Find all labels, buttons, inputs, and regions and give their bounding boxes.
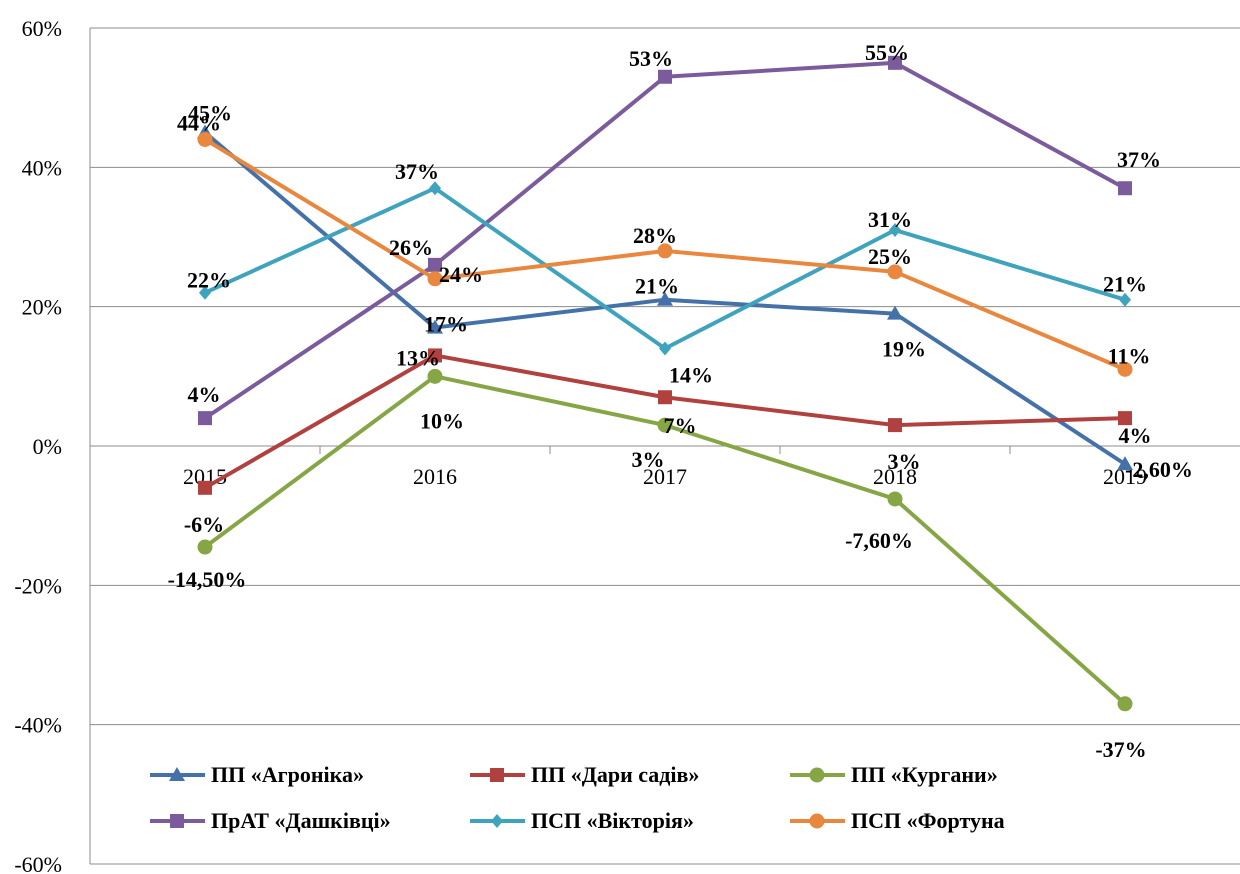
x-tick-label: 2017 bbox=[643, 464, 687, 489]
y-tick-label: 0% bbox=[33, 434, 62, 459]
data-label: 14% bbox=[669, 362, 713, 387]
data-point bbox=[889, 223, 901, 238]
legend-label: ПСП «Фортуна bbox=[851, 808, 1005, 833]
data-label: -6% bbox=[184, 512, 224, 537]
data-label: 44% bbox=[177, 110, 221, 135]
legend-label: ПрАТ «Дашківці» bbox=[211, 808, 391, 833]
data-label: -14,50% bbox=[168, 567, 247, 592]
data-point bbox=[887, 491, 903, 507]
legend-label: ПП «Дари садів» bbox=[531, 762, 699, 787]
data-point bbox=[199, 285, 211, 300]
data-label: 25% bbox=[868, 244, 912, 269]
data-label: 28% bbox=[633, 223, 677, 248]
data-label: 31% bbox=[868, 207, 912, 232]
legend-label: ПСП «Вікторія» bbox=[531, 808, 694, 833]
y-tick-label: -40% bbox=[14, 713, 62, 738]
data-label: 3% bbox=[888, 449, 921, 474]
data-label: 22% bbox=[187, 268, 231, 293]
data-point bbox=[198, 411, 212, 426]
legend-swatch-marker bbox=[169, 767, 185, 781]
data-point bbox=[198, 480, 212, 495]
data-label: 21% bbox=[1103, 272, 1147, 297]
data-point bbox=[658, 69, 672, 84]
data-label: 10% bbox=[420, 408, 464, 433]
data-labels: 45% 17% 21% 19% -2,60% -6% 13% 7% 3% 4% -14,50% 10%… bbox=[168, 40, 1193, 762]
data-point bbox=[1117, 361, 1133, 377]
data-point bbox=[427, 271, 443, 287]
data-point bbox=[888, 55, 902, 70]
legend-swatch-marker bbox=[490, 768, 504, 782]
x-tick-label: 2016 bbox=[413, 464, 457, 489]
data-point bbox=[197, 131, 213, 147]
data-label: 37% bbox=[395, 159, 439, 184]
data-point bbox=[657, 417, 673, 433]
data-point bbox=[658, 390, 672, 405]
data-point bbox=[197, 539, 213, 555]
data-point bbox=[427, 368, 443, 384]
data-label: 4% bbox=[1119, 423, 1152, 448]
legend: ПП «Агроніка» ПП «Дари садів» ПП «Кургани»… bbox=[150, 762, 1005, 833]
data-point bbox=[1118, 411, 1132, 426]
data-label: -37% bbox=[1095, 737, 1146, 762]
data-label: 45% bbox=[188, 101, 232, 126]
data-point bbox=[887, 305, 903, 320]
data-point bbox=[428, 257, 442, 272]
legend-label: ПП «Кургани» bbox=[851, 762, 998, 787]
data-label: 55% bbox=[865, 40, 909, 65]
data-point bbox=[888, 418, 902, 433]
data-point bbox=[428, 348, 442, 363]
data-point bbox=[1118, 181, 1132, 196]
series-markers bbox=[197, 55, 1133, 712]
data-point bbox=[659, 341, 671, 356]
legend-swatch-marker bbox=[170, 814, 184, 828]
series-lines bbox=[203, 60, 1127, 706]
data-label: 21% bbox=[635, 274, 679, 299]
data-point bbox=[887, 264, 903, 280]
legend-swatch-marker bbox=[809, 813, 825, 829]
y-tick-label: 20% bbox=[22, 295, 62, 320]
y-tick-label: -20% bbox=[14, 573, 62, 598]
data-point bbox=[1117, 456, 1133, 471]
data-label: -7,60% bbox=[845, 528, 913, 553]
data-point bbox=[1119, 292, 1131, 307]
data-label: 17% bbox=[424, 312, 468, 337]
data-label: 19% bbox=[882, 337, 926, 362]
data-point bbox=[657, 291, 673, 306]
data-label: 13% bbox=[396, 345, 440, 370]
data-label: 7% bbox=[664, 413, 697, 438]
data-label: 53% bbox=[629, 46, 673, 71]
data-label: 4% bbox=[188, 382, 221, 407]
axes: 60%40%20%0%-20%-40%-60%2015 2016 2017 2018 2… bbox=[14, 16, 1240, 874]
data-point bbox=[429, 181, 441, 196]
y-tick-label: 40% bbox=[22, 155, 62, 180]
data-label: 24% bbox=[439, 262, 483, 287]
data-point bbox=[1117, 696, 1133, 712]
legend-swatch-marker bbox=[809, 767, 825, 783]
data-point bbox=[657, 243, 673, 259]
data-label: 11% bbox=[1108, 343, 1151, 368]
legend-label: ПП «Агроніка» bbox=[211, 762, 364, 787]
data-label: 37% bbox=[1117, 147, 1161, 172]
x-tick-label: 2018 bbox=[873, 464, 917, 489]
legend-swatch-marker bbox=[491, 814, 503, 828]
y-tick-label: -60% bbox=[14, 852, 62, 874]
data-label: -2,60% bbox=[1125, 457, 1193, 482]
data-label: 26% bbox=[389, 235, 433, 260]
data-point bbox=[427, 319, 443, 334]
y-tick-label: 60% bbox=[22, 16, 62, 41]
data-label: 3% bbox=[632, 447, 665, 472]
